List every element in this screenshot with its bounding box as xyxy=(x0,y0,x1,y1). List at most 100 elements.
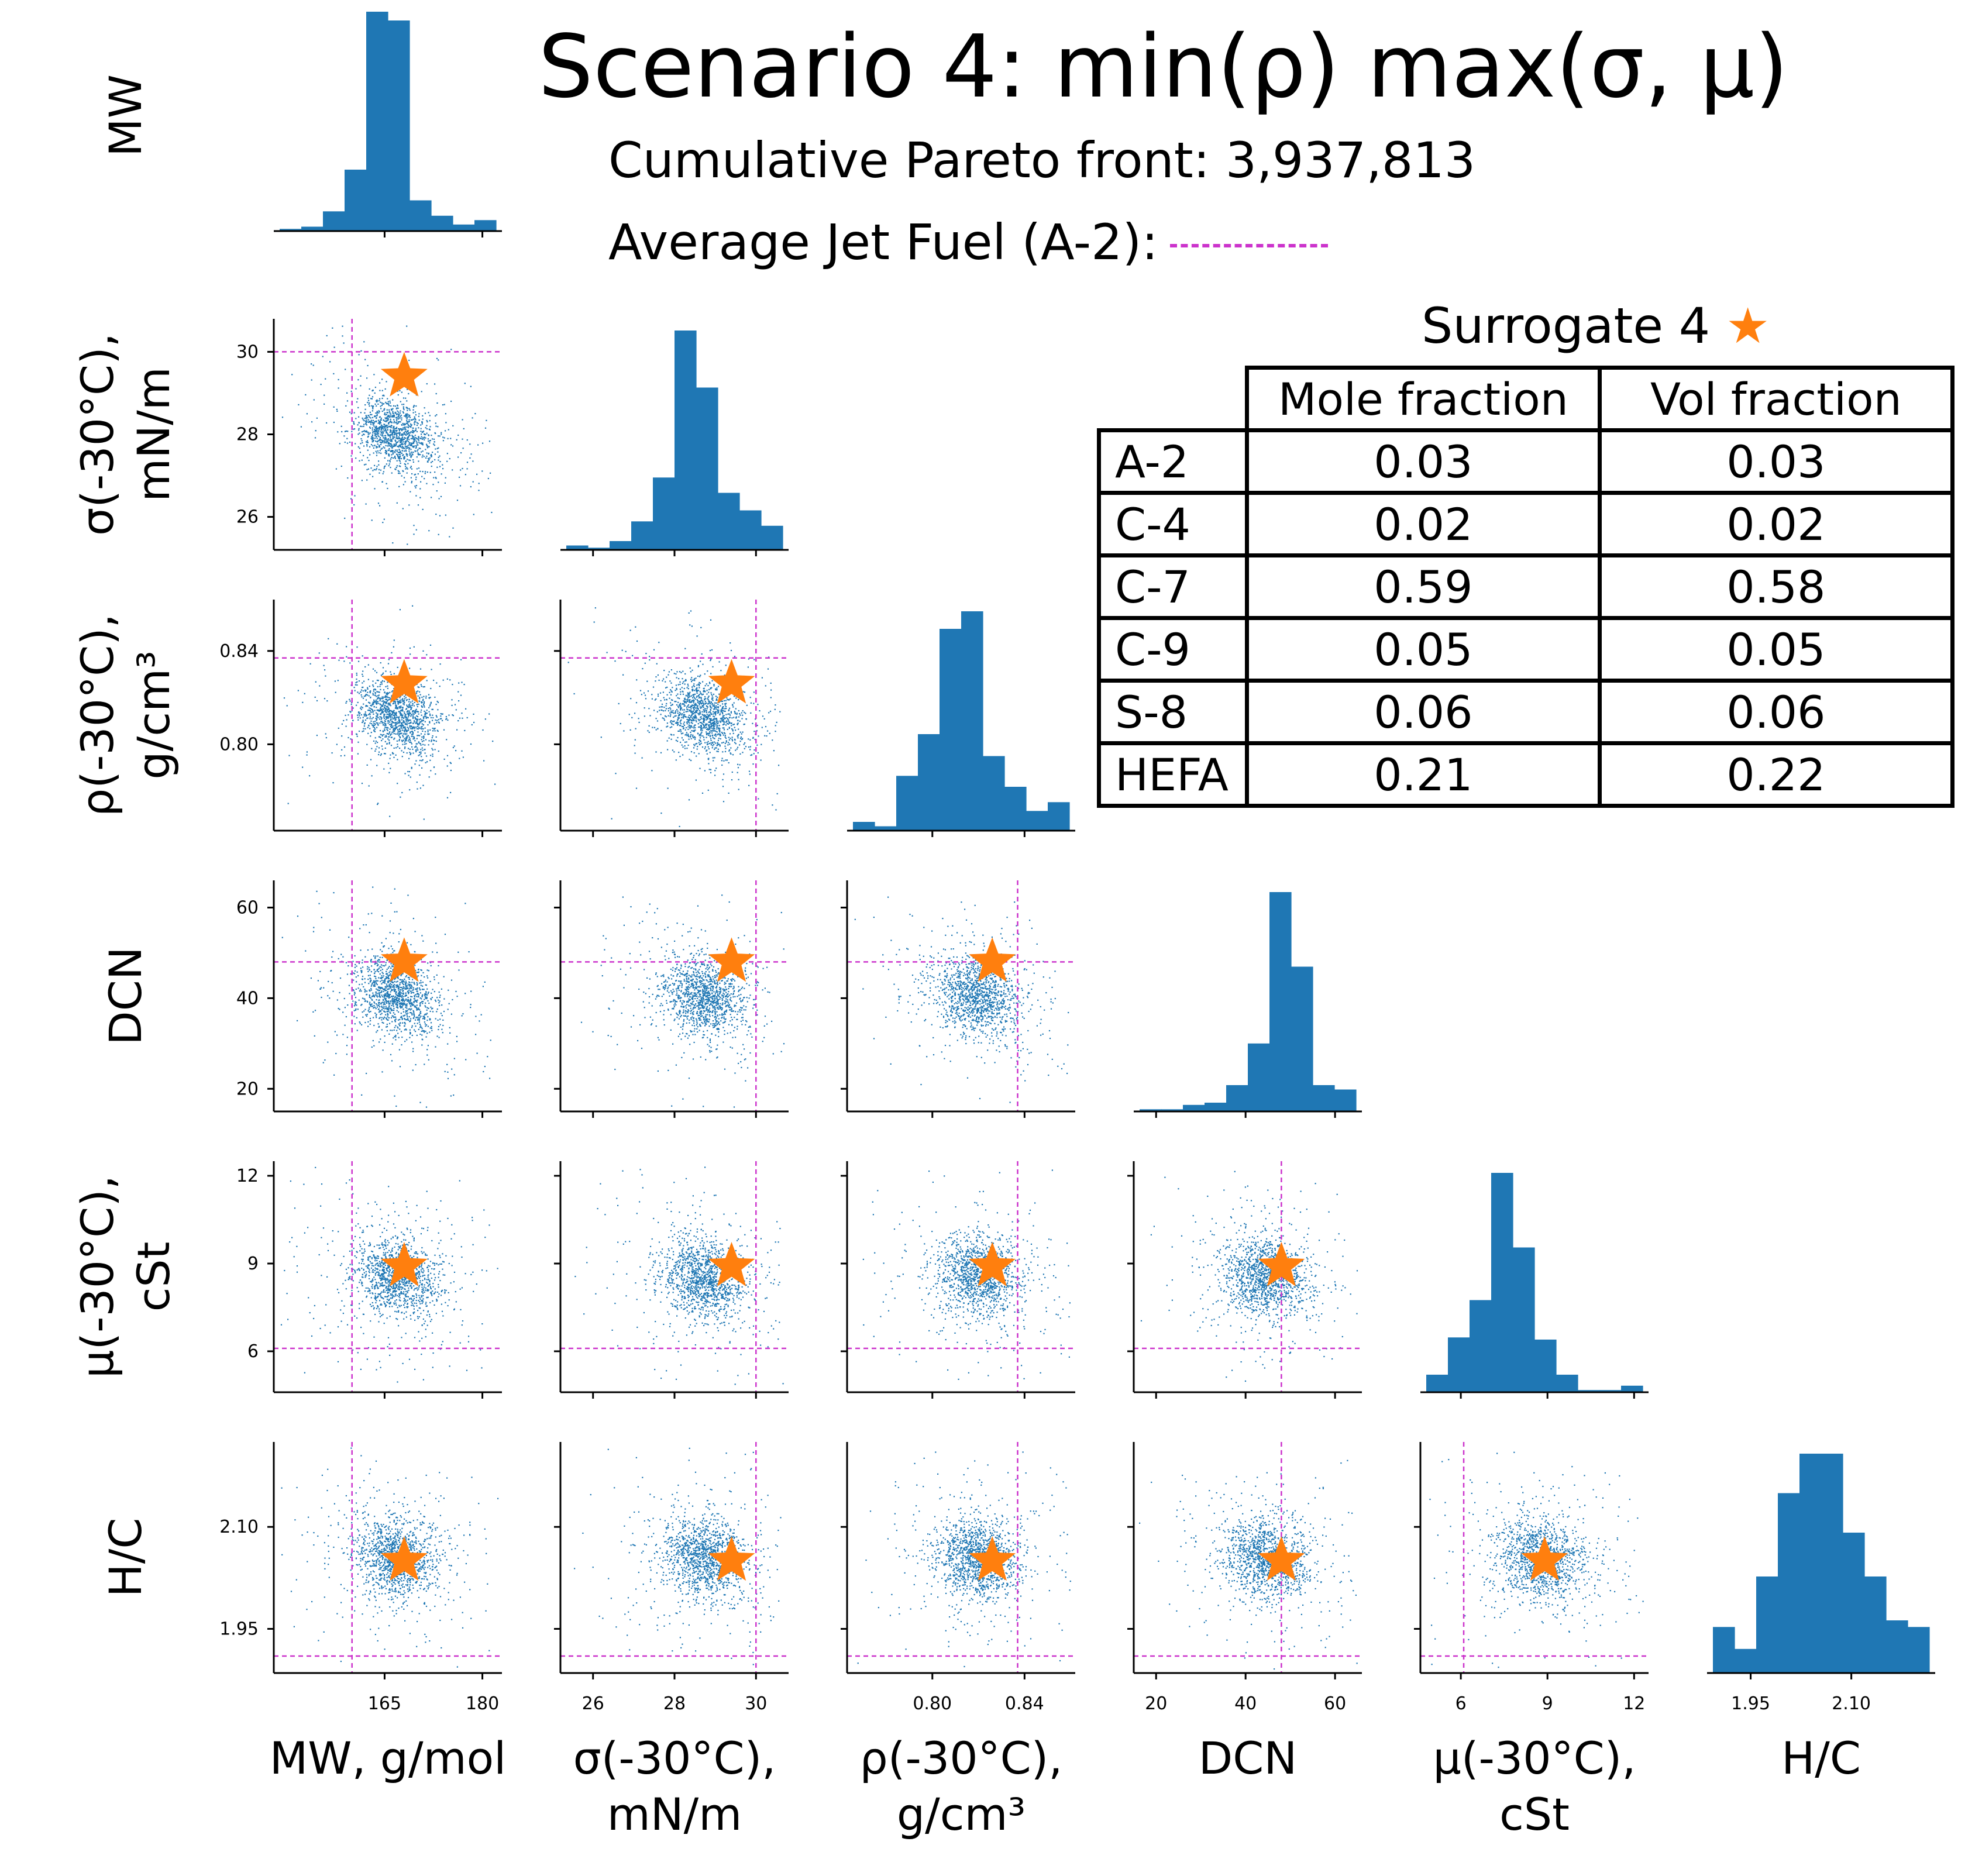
scatter-point xyxy=(395,747,397,749)
scatter-point xyxy=(770,689,772,691)
scatter-point xyxy=(657,693,659,695)
scatter-point xyxy=(402,725,404,727)
scatter-point xyxy=(692,689,694,690)
scatter-point xyxy=(395,994,397,996)
scatter-point xyxy=(367,691,369,693)
scatter-point xyxy=(378,1026,380,1028)
scatter-point xyxy=(398,411,400,413)
scatter-point xyxy=(680,719,682,721)
scatter-point xyxy=(443,404,445,405)
scatter-point xyxy=(387,445,388,447)
scatter-point xyxy=(727,728,728,730)
scatter-point xyxy=(390,767,391,769)
scatter-point xyxy=(397,783,398,784)
scatter-point xyxy=(707,670,708,672)
scatter-point xyxy=(377,703,379,704)
scatter-point xyxy=(405,415,407,416)
scatter-point xyxy=(325,675,326,677)
scatter-point xyxy=(345,369,346,370)
scatter-point xyxy=(394,950,395,952)
scatter-point xyxy=(667,749,669,751)
scatter-point xyxy=(647,730,649,732)
scatter-point xyxy=(351,431,353,432)
scatter-point xyxy=(388,693,390,694)
scatter-point xyxy=(696,717,697,719)
surrogate-star-marker xyxy=(708,659,755,704)
scatter-point xyxy=(415,414,417,416)
scatter-point xyxy=(422,720,424,721)
scatter-point xyxy=(703,687,705,689)
scatter-point xyxy=(711,720,713,721)
scatter-point xyxy=(379,716,381,718)
scatter-point xyxy=(471,724,473,726)
scatter-point xyxy=(401,979,403,981)
scatter-point xyxy=(694,697,696,699)
scatter-point xyxy=(709,727,711,728)
scatter-point xyxy=(411,455,412,457)
scatter-point xyxy=(706,750,707,752)
scatter-point xyxy=(364,711,366,713)
scatter-point xyxy=(356,681,358,683)
scatter-point xyxy=(408,720,410,721)
scatter-point xyxy=(469,443,471,445)
scatter-point xyxy=(419,697,421,698)
scatter-point xyxy=(421,975,422,976)
scatter-point xyxy=(359,989,362,990)
scatter-point xyxy=(680,733,683,735)
scatter-point xyxy=(407,748,410,749)
scatter-point xyxy=(369,416,370,418)
scatter-point xyxy=(724,703,726,705)
scatter-point xyxy=(679,689,681,690)
scatter-point xyxy=(383,1002,385,1004)
scatter-point xyxy=(681,713,683,715)
scatter-point xyxy=(413,726,415,728)
scatter-point xyxy=(708,714,710,716)
scatter-point xyxy=(404,731,405,732)
scatter-point xyxy=(418,703,419,705)
scatter-point xyxy=(708,721,710,723)
scatter-point xyxy=(635,787,638,789)
scatter-point xyxy=(362,1016,364,1018)
scatter-point xyxy=(706,743,708,745)
scatter-point xyxy=(360,694,362,696)
scatter-point xyxy=(369,710,370,711)
scatter-point xyxy=(406,1018,408,1021)
scatter-point xyxy=(393,427,394,429)
scatter-point xyxy=(677,718,679,720)
scatter-point xyxy=(404,1018,405,1020)
scatter-point xyxy=(441,432,442,433)
scatter-point xyxy=(369,692,371,694)
scatter-point xyxy=(399,700,401,701)
scatter-point xyxy=(386,743,388,745)
scatter-point xyxy=(685,716,687,718)
scatter-point xyxy=(413,720,415,722)
scatter-point xyxy=(677,717,679,719)
x-tick-label: 1.95 xyxy=(1731,1693,1770,1714)
scatter-point xyxy=(381,390,383,391)
scatter-point xyxy=(713,728,714,730)
scatter-point xyxy=(658,695,659,697)
scatter-point xyxy=(395,997,397,999)
scatter-point xyxy=(395,714,397,715)
scatter-point xyxy=(387,398,388,400)
scatter-point xyxy=(373,1004,375,1007)
scatter-point xyxy=(417,747,418,749)
scatter-point xyxy=(376,715,377,717)
scatter-point xyxy=(372,668,374,670)
scatter-point xyxy=(410,432,411,434)
scatter-point xyxy=(417,996,419,998)
scatter-point xyxy=(645,653,647,655)
scatter-point xyxy=(710,719,711,721)
scatter-point xyxy=(466,462,469,463)
scatter-point xyxy=(701,694,703,696)
scatter-point xyxy=(372,424,374,426)
scatter-point xyxy=(336,410,338,412)
scatter-point xyxy=(700,722,702,724)
scatter-point xyxy=(395,707,397,708)
scatter-point xyxy=(375,955,377,957)
scatter-point xyxy=(716,687,718,689)
histogram-bar xyxy=(1886,1620,1908,1673)
scatter-point xyxy=(353,412,355,414)
scatter-point xyxy=(374,430,376,432)
scatter-point xyxy=(394,722,396,724)
